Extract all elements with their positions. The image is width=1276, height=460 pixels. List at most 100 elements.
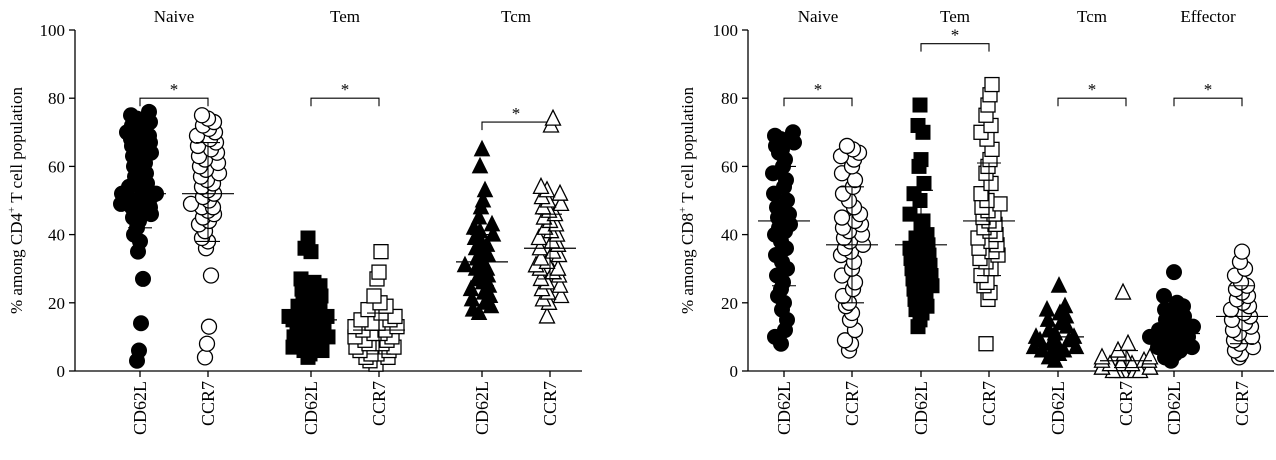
data-point (1169, 294, 1185, 311)
group-title: Tcm (1077, 7, 1107, 26)
y-tick-label: 40 (721, 226, 738, 245)
data-point (1065, 327, 1083, 344)
data-point (484, 224, 502, 242)
series-cd62l-tcm (1025, 276, 1085, 368)
data-point (551, 183, 569, 201)
x-tick-label: CCR7 (842, 381, 862, 426)
data-point (306, 274, 322, 290)
data-point (131, 342, 147, 359)
y-axis-label: % among CD8+ T cell population (677, 86, 697, 314)
y-tick-label: 80 (48, 89, 65, 108)
data-point (984, 76, 1000, 93)
data-point (838, 137, 856, 155)
data-point (462, 279, 480, 297)
group-title: Tem (330, 7, 360, 26)
y-tick-label: 0 (57, 362, 66, 381)
series-cd62l-tcm (456, 139, 502, 321)
data-point (1027, 327, 1045, 344)
data-point (193, 107, 211, 124)
y-tick-label: 20 (721, 294, 738, 313)
y-tick-label: 60 (48, 157, 65, 176)
significance-bracket (783, 97, 853, 107)
series-cd62l-naive (765, 124, 802, 352)
series-ccr7-tcm (1093, 282, 1159, 379)
x-tick-label: CCR7 (198, 381, 218, 426)
data-point (912, 97, 928, 113)
data-point (1112, 354, 1130, 372)
data-point (473, 139, 491, 157)
group-title: Naive (154, 7, 195, 26)
x-tick-label: CCR7 (1232, 381, 1252, 426)
y-tick-label: 0 (730, 362, 739, 381)
data-point (476, 180, 494, 198)
series-ccr7-naive (182, 107, 228, 366)
data-point (785, 124, 801, 141)
data-point (910, 117, 926, 133)
data-point (464, 300, 482, 317)
significance-star: * (814, 80, 823, 99)
series-cd62l-naive (113, 103, 164, 369)
data-point (538, 306, 556, 324)
significance-star: * (341, 80, 350, 99)
data-point (1185, 318, 1201, 335)
data-point (552, 193, 570, 212)
data-point (902, 206, 918, 222)
significance-star: * (1204, 80, 1213, 99)
data-point (978, 336, 994, 352)
data-point (135, 270, 151, 287)
data-point (1156, 287, 1172, 304)
y-tick-label: 80 (721, 89, 738, 108)
data-point (300, 230, 316, 246)
data-point (916, 175, 932, 191)
data-point (532, 176, 550, 195)
significance-bracket (1057, 97, 1127, 107)
data-point (530, 228, 548, 246)
x-tick-label: CD62L (1048, 381, 1068, 435)
data-point (551, 275, 569, 293)
data-point (1233, 243, 1251, 260)
data-point (1119, 333, 1137, 351)
data-point (1038, 300, 1056, 317)
data-point (471, 156, 489, 174)
data-point (1050, 276, 1068, 293)
group-title: Tcm (501, 7, 531, 26)
x-tick-label: CD62L (774, 381, 794, 435)
x-tick-label: CD62L (472, 381, 492, 435)
data-point (1141, 347, 1159, 365)
significance-bracket (310, 97, 380, 107)
data-point (373, 243, 389, 260)
data-point (836, 332, 854, 349)
y-tick-label: 60 (721, 157, 738, 176)
data-point (1039, 310, 1057, 327)
data-point (1056, 296, 1074, 314)
data-point (1166, 264, 1182, 281)
x-tick-label: CCR7 (979, 381, 999, 426)
data-point (202, 267, 220, 284)
data-point (141, 103, 157, 120)
data-point (463, 289, 481, 307)
data-point (552, 286, 570, 304)
data-point (366, 288, 382, 304)
series-ccr7-tcm (527, 108, 570, 324)
x-tick-label: CD62L (1164, 381, 1184, 435)
data-point (198, 335, 216, 352)
data-point (474, 190, 492, 208)
data-point (371, 264, 387, 280)
data-point (531, 238, 549, 256)
data-point (915, 213, 931, 229)
data-point (833, 209, 851, 226)
data-point (544, 108, 562, 126)
series-ccr7-naive (832, 137, 872, 359)
significance-bracket (1173, 97, 1243, 107)
data-point (196, 349, 214, 366)
x-tick-label: CD62L (130, 381, 150, 435)
data-point (1114, 282, 1132, 300)
group-title: Effector (1180, 7, 1236, 26)
data-point (483, 214, 501, 232)
data-point (456, 255, 474, 273)
data-point (133, 315, 149, 332)
significance-star: * (512, 104, 521, 123)
y-tick-label: 100 (40, 21, 66, 40)
data-point (992, 196, 1008, 212)
x-tick-label: CD62L (911, 381, 931, 435)
